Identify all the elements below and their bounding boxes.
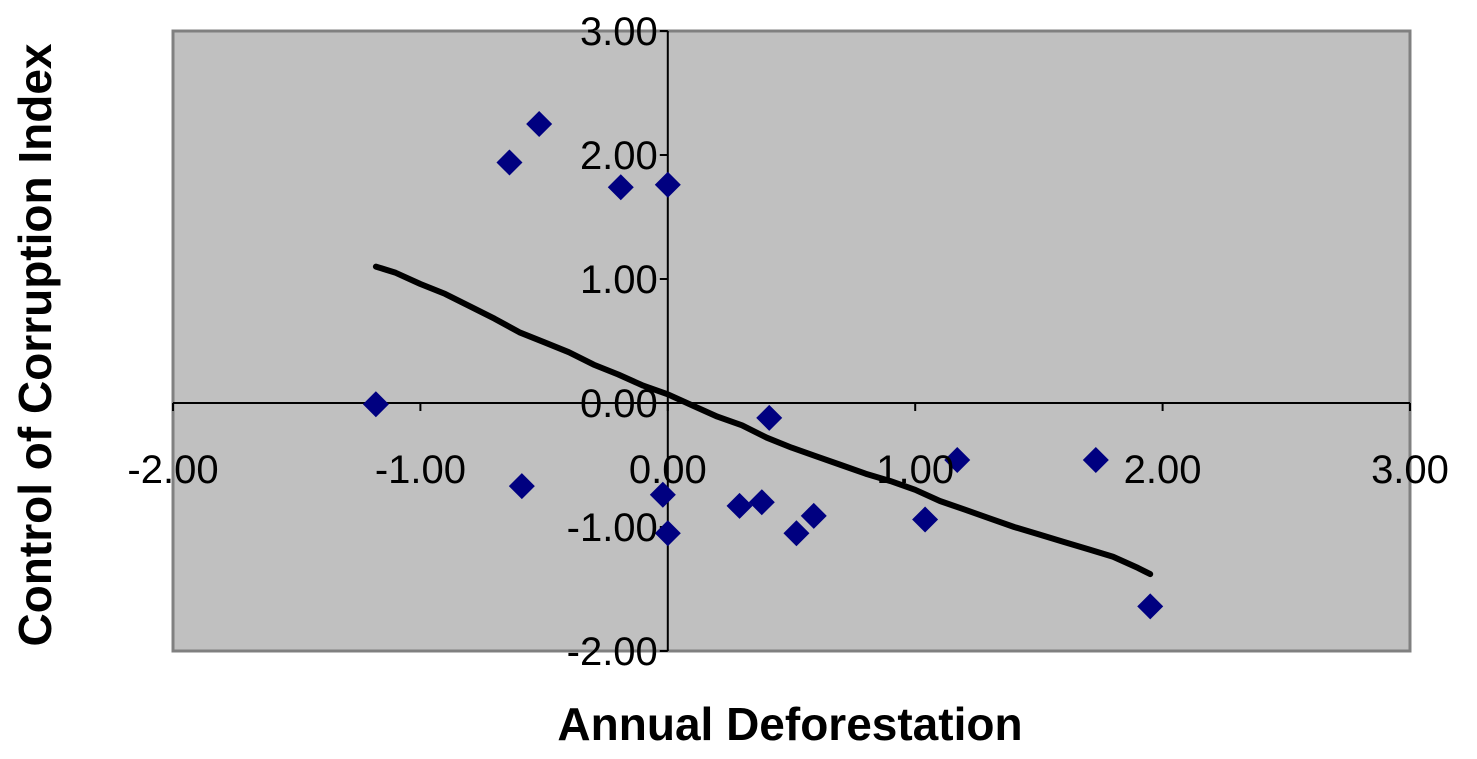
y-tick-label: 3.00 <box>580 10 658 54</box>
y-tick-label: -1.00 <box>567 506 658 550</box>
x-tick-label: 0.00 <box>629 448 707 492</box>
trendline <box>372 263 1154 578</box>
x-tick-label: 1.00 <box>876 448 954 492</box>
y-tick-label: 0.00 <box>580 382 658 426</box>
data-points <box>362 111 1164 620</box>
y-tick-label: 2.00 <box>580 134 658 178</box>
data-point <box>607 174 634 201</box>
x-tick-label: -1.00 <box>375 448 466 492</box>
data-point <box>362 391 389 418</box>
x-tick-label: 3.00 <box>1371 448 1449 492</box>
x-axis-title: Annual Deforestation <box>557 698 1022 750</box>
data-point <box>756 404 783 431</box>
tick-labels: -2.00 -1.00 0.00 1.00 2.00 3.00 3.00 2.00 1.00 0.… <box>127 10 1449 674</box>
data-point <box>496 149 523 176</box>
data-point <box>526 111 553 137</box>
trendline-group <box>372 263 1154 578</box>
data-point <box>800 502 827 529</box>
data-point <box>944 447 971 474</box>
data-point <box>726 492 753 519</box>
data-point <box>654 171 681 198</box>
y-axis-title: Control of Corruption Index <box>9 43 61 646</box>
data-point <box>912 506 939 533</box>
data-point <box>508 473 535 500</box>
plot-area <box>171 29 1412 653</box>
data-point <box>1137 593 1164 620</box>
x-tick-label: 2.00 <box>1124 448 1202 492</box>
data-point <box>654 520 681 547</box>
data-point <box>1082 447 1109 474</box>
data-point <box>649 481 676 508</box>
x-tick-label: -2.00 <box>127 448 218 492</box>
data-point <box>748 489 775 516</box>
y-tick-label: 1.00 <box>580 258 658 302</box>
y-tick-label: -2.00 <box>567 630 658 674</box>
data-point <box>783 520 810 547</box>
